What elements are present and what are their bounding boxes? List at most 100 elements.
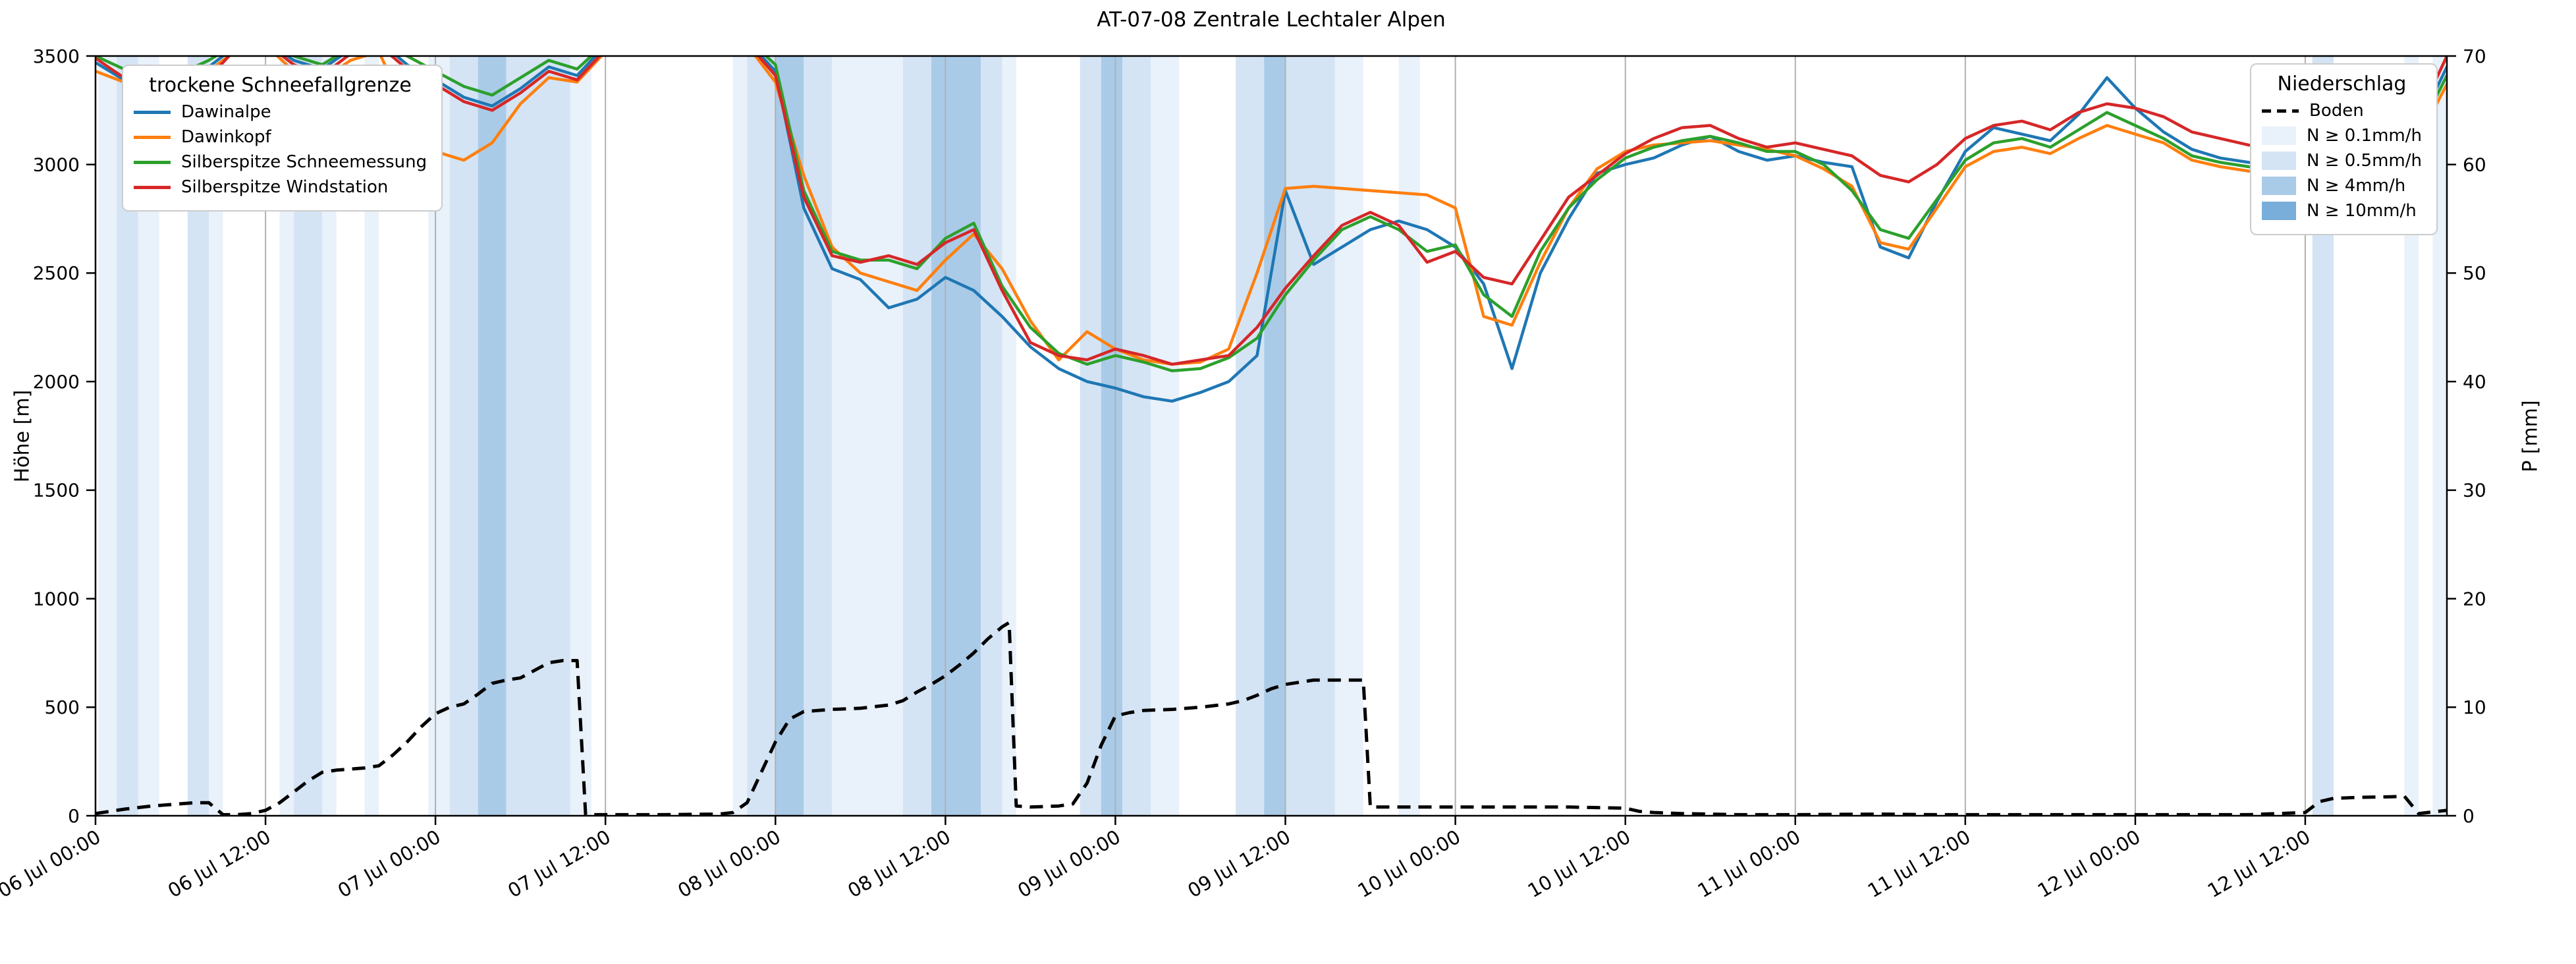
legend-entry-label: Silberspitze Schneemessung	[181, 152, 427, 172]
legend-entry-silberspitze-schneemessung: Silberspitze Schneemessung	[134, 152, 427, 172]
precip-band-level-1	[2432, 56, 2447, 816]
x-tick-label: 08 Jul 12:00	[844, 826, 954, 902]
precip-band-level-1	[322, 56, 337, 816]
precip-band-level-1	[1151, 56, 1180, 816]
precip-band-level-3	[478, 56, 507, 816]
y-tick-label-left: 3500	[33, 45, 80, 67]
plot-border	[94, 55, 2448, 817]
precip-band-level-2	[902, 56, 931, 816]
precip-band-level-1	[98, 56, 117, 816]
precip-band-level-1	[570, 56, 591, 816]
y-tick-label-left: 1000	[33, 588, 80, 610]
y-tick-label-right: 40	[2463, 371, 2486, 393]
precip-band-level-1	[832, 56, 903, 816]
precip-band-level-2	[747, 56, 776, 816]
precip-band-level-1	[732, 56, 748, 816]
y-tick-label-right: 0	[2463, 805, 2475, 827]
precip-band-level-2	[1285, 56, 1335, 816]
precip-band-level-2	[506, 56, 570, 816]
y-tick-label-left: 500	[45, 696, 80, 718]
x-tick-label: 07 Jul 12:00	[504, 826, 615, 902]
legend-entry-label: Dawinkopf	[181, 127, 271, 147]
legend-entry-label: N ≥ 0.1mm/h	[2306, 126, 2422, 146]
legend-entry-dawinkopf: Dawinkopf	[134, 127, 427, 147]
y-tick-label-left: 3000	[33, 154, 80, 176]
y-tick-label-left: 0	[68, 805, 80, 827]
legend-snowline: trockene Schneefallgrenze Dawinalpe Dawin…	[122, 65, 443, 212]
precip-band-level-2	[804, 56, 833, 816]
precip-band-level-2	[449, 56, 478, 816]
y-tick-label-right: 10	[2463, 696, 2486, 718]
y-tick-label-left: 2000	[33, 371, 80, 393]
precip-band-level-2	[1122, 56, 1151, 816]
legend-entry-label: N ≥ 0.5mm/h	[2306, 151, 2422, 171]
y-tick-label-left: 2500	[33, 262, 80, 284]
precip-band-level-1	[209, 56, 223, 816]
line-swatch	[134, 110, 171, 114]
precip-band-level-1	[1398, 56, 1420, 816]
x-tick-label: 08 Jul 00:00	[674, 826, 784, 902]
x-tick-label: 11 Jul 12:00	[1864, 826, 1975, 902]
precip-band-level-1	[1334, 56, 1363, 816]
precip-band-level-2	[1080, 56, 1101, 816]
legend-entry-label: N ≥ 4mm/h	[2306, 176, 2406, 196]
y-axis-label-left: Höhe [m]	[11, 389, 34, 483]
y-tick-label-right: 30	[2463, 480, 2486, 501]
patch-swatch	[2261, 177, 2296, 195]
precip-band-level-1	[1002, 56, 1016, 816]
precip-band-level-3	[931, 56, 981, 816]
legend-snowline-items: Dawinalpe Dawinkopf Silberspitze Schneemes…	[134, 102, 427, 197]
x-tick-label: 09 Jul 00:00	[1014, 826, 1124, 902]
legend-entry-n-10mm-h: N ≥ 10mm/h	[2261, 201, 2422, 221]
precip-band-level-1	[2404, 56, 2419, 816]
patch-swatch	[2261, 152, 2296, 170]
legend-entry-boden: Boden	[2261, 101, 2422, 121]
patch-swatch	[2261, 127, 2296, 145]
y-tick-label-right: 70	[2463, 45, 2486, 67]
page-title: AT-07-08 Zentrale Lechtaler Alpen	[1097, 8, 1446, 32]
x-tick-label: 06 Jul 12:00	[164, 826, 275, 902]
precip-band-level-2	[981, 56, 1002, 816]
line-swatch	[134, 160, 171, 164]
precip-band-level-1	[364, 56, 379, 816]
series-line-silberspitze-schneemessung	[96, 56, 2447, 372]
series-line-dawinalpe	[96, 56, 2447, 403]
y-tick-label-right: 20	[2463, 588, 2486, 610]
patch-swatch	[2261, 202, 2296, 220]
precip-band-level-3	[1101, 56, 1123, 816]
precip-band-level-2	[1236, 56, 1265, 816]
legend-precip: Niederschlag Boden N ≥ 0.1mm/h N ≥ 0.5mm/h…	[2249, 63, 2438, 235]
precip-band-level-3	[1264, 56, 1286, 816]
x-tick-label: 11 Jul 00:00	[1694, 826, 1805, 902]
x-tick-label: 07 Jul 00:00	[334, 826, 445, 902]
legend-entry-label: Boden	[2309, 101, 2364, 121]
boden-line	[96, 621, 2447, 816]
legend-entry-dawinalpe: Dawinalpe	[134, 102, 427, 122]
x-tick-label: 12 Jul 00:00	[2034, 826, 2145, 902]
x-tick-label: 12 Jul 12:00	[2204, 826, 2315, 902]
x-tick-label: 06 Jul 00:00	[0, 826, 104, 902]
x-tick-label: 10 Jul 00:00	[1354, 826, 1464, 902]
precip-band-level-1	[279, 56, 294, 816]
legend-entry-label: N ≥ 10mm/h	[2306, 201, 2417, 221]
legend-entry-n-4mm-h: N ≥ 4mm/h	[2261, 176, 2422, 196]
y-tick-label-right: 50	[2463, 262, 2486, 284]
series-line-silberspitze-windstation	[96, 56, 2447, 366]
y-tick-label-right: 60	[2463, 154, 2486, 176]
x-tick-label: 09 Jul 12:00	[1184, 826, 1294, 902]
legend-entry-silberspitze-windstation: Silberspitze Windstation	[134, 177, 427, 197]
legend-snowline-title: trockene Schneefallgrenze	[149, 74, 412, 97]
series-line-dawinkopf	[96, 56, 2447, 366]
legend-precip-title: Niederschlag	[2277, 72, 2407, 96]
y-tick-label-left: 1500	[33, 480, 80, 501]
legend-entry-label: Dawinalpe	[181, 102, 271, 122]
line-swatch	[134, 185, 171, 189]
dashed-line-swatch	[2261, 109, 2299, 113]
legend-precip-items: Boden N ≥ 0.1mm/h N ≥ 0.5mm/h N ≥ 4mm/h N ≥ …	[2261, 101, 2422, 221]
y-axis-label-right: P [mm]	[2519, 400, 2542, 472]
legend-entry-n-0-1mm-h: N ≥ 0.1mm/h	[2261, 126, 2422, 146]
line-swatch	[134, 135, 171, 139]
legend-entry-n-0-5mm-h: N ≥ 0.5mm/h	[2261, 151, 2422, 171]
x-tick-label: 10 Jul 12:00	[1524, 826, 1635, 902]
